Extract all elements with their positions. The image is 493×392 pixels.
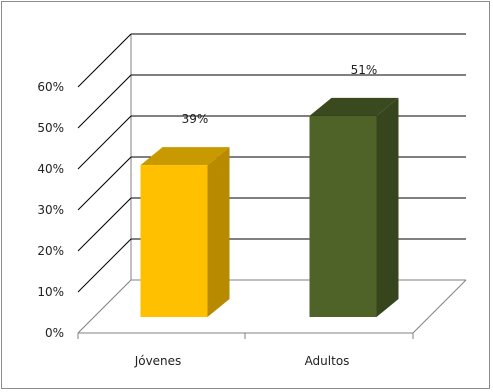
y-tick-label: 40% [37,162,64,176]
x-category-label: Adultos [305,354,350,368]
bars [140,97,399,318]
data-label: 39% [182,112,209,126]
data-labels: 39% 51% [182,63,378,126]
side-gridline [77,238,132,293]
y-tick-label: 50% [37,121,64,135]
y-tick-label: 30% [37,203,64,217]
y-tick-label: 20% [37,244,64,258]
bar-side-face [376,97,399,318]
y-tick-label: 0% [45,326,64,340]
data-label: 51% [351,63,378,77]
gridlines [77,33,467,339]
bar-side-face [207,147,230,317]
bar-adultos [309,97,399,318]
y-tick-label: 10% [37,285,64,299]
y-tick-label: 60% [37,80,64,94]
side-gridline [77,74,132,129]
side-gridline [77,279,132,334]
bar-top-face [309,97,399,116]
y-axis-tick-labels: 0% 10% 20% 30% 40% 50% 60% [37,80,64,340]
side-gridline [77,115,132,170]
bar-front-face [140,165,208,317]
x-category-label: Jóvenes [134,354,182,368]
bar-top-face [140,147,230,166]
floor-right-edge [412,279,467,334]
side-gridline [77,197,132,252]
x-axis-category-labels: Jóvenes Adultos [134,354,350,368]
bar-jvenes [140,147,230,317]
bar-front-face [309,115,377,318]
side-gridline [77,33,132,88]
side-gridline [77,156,132,211]
